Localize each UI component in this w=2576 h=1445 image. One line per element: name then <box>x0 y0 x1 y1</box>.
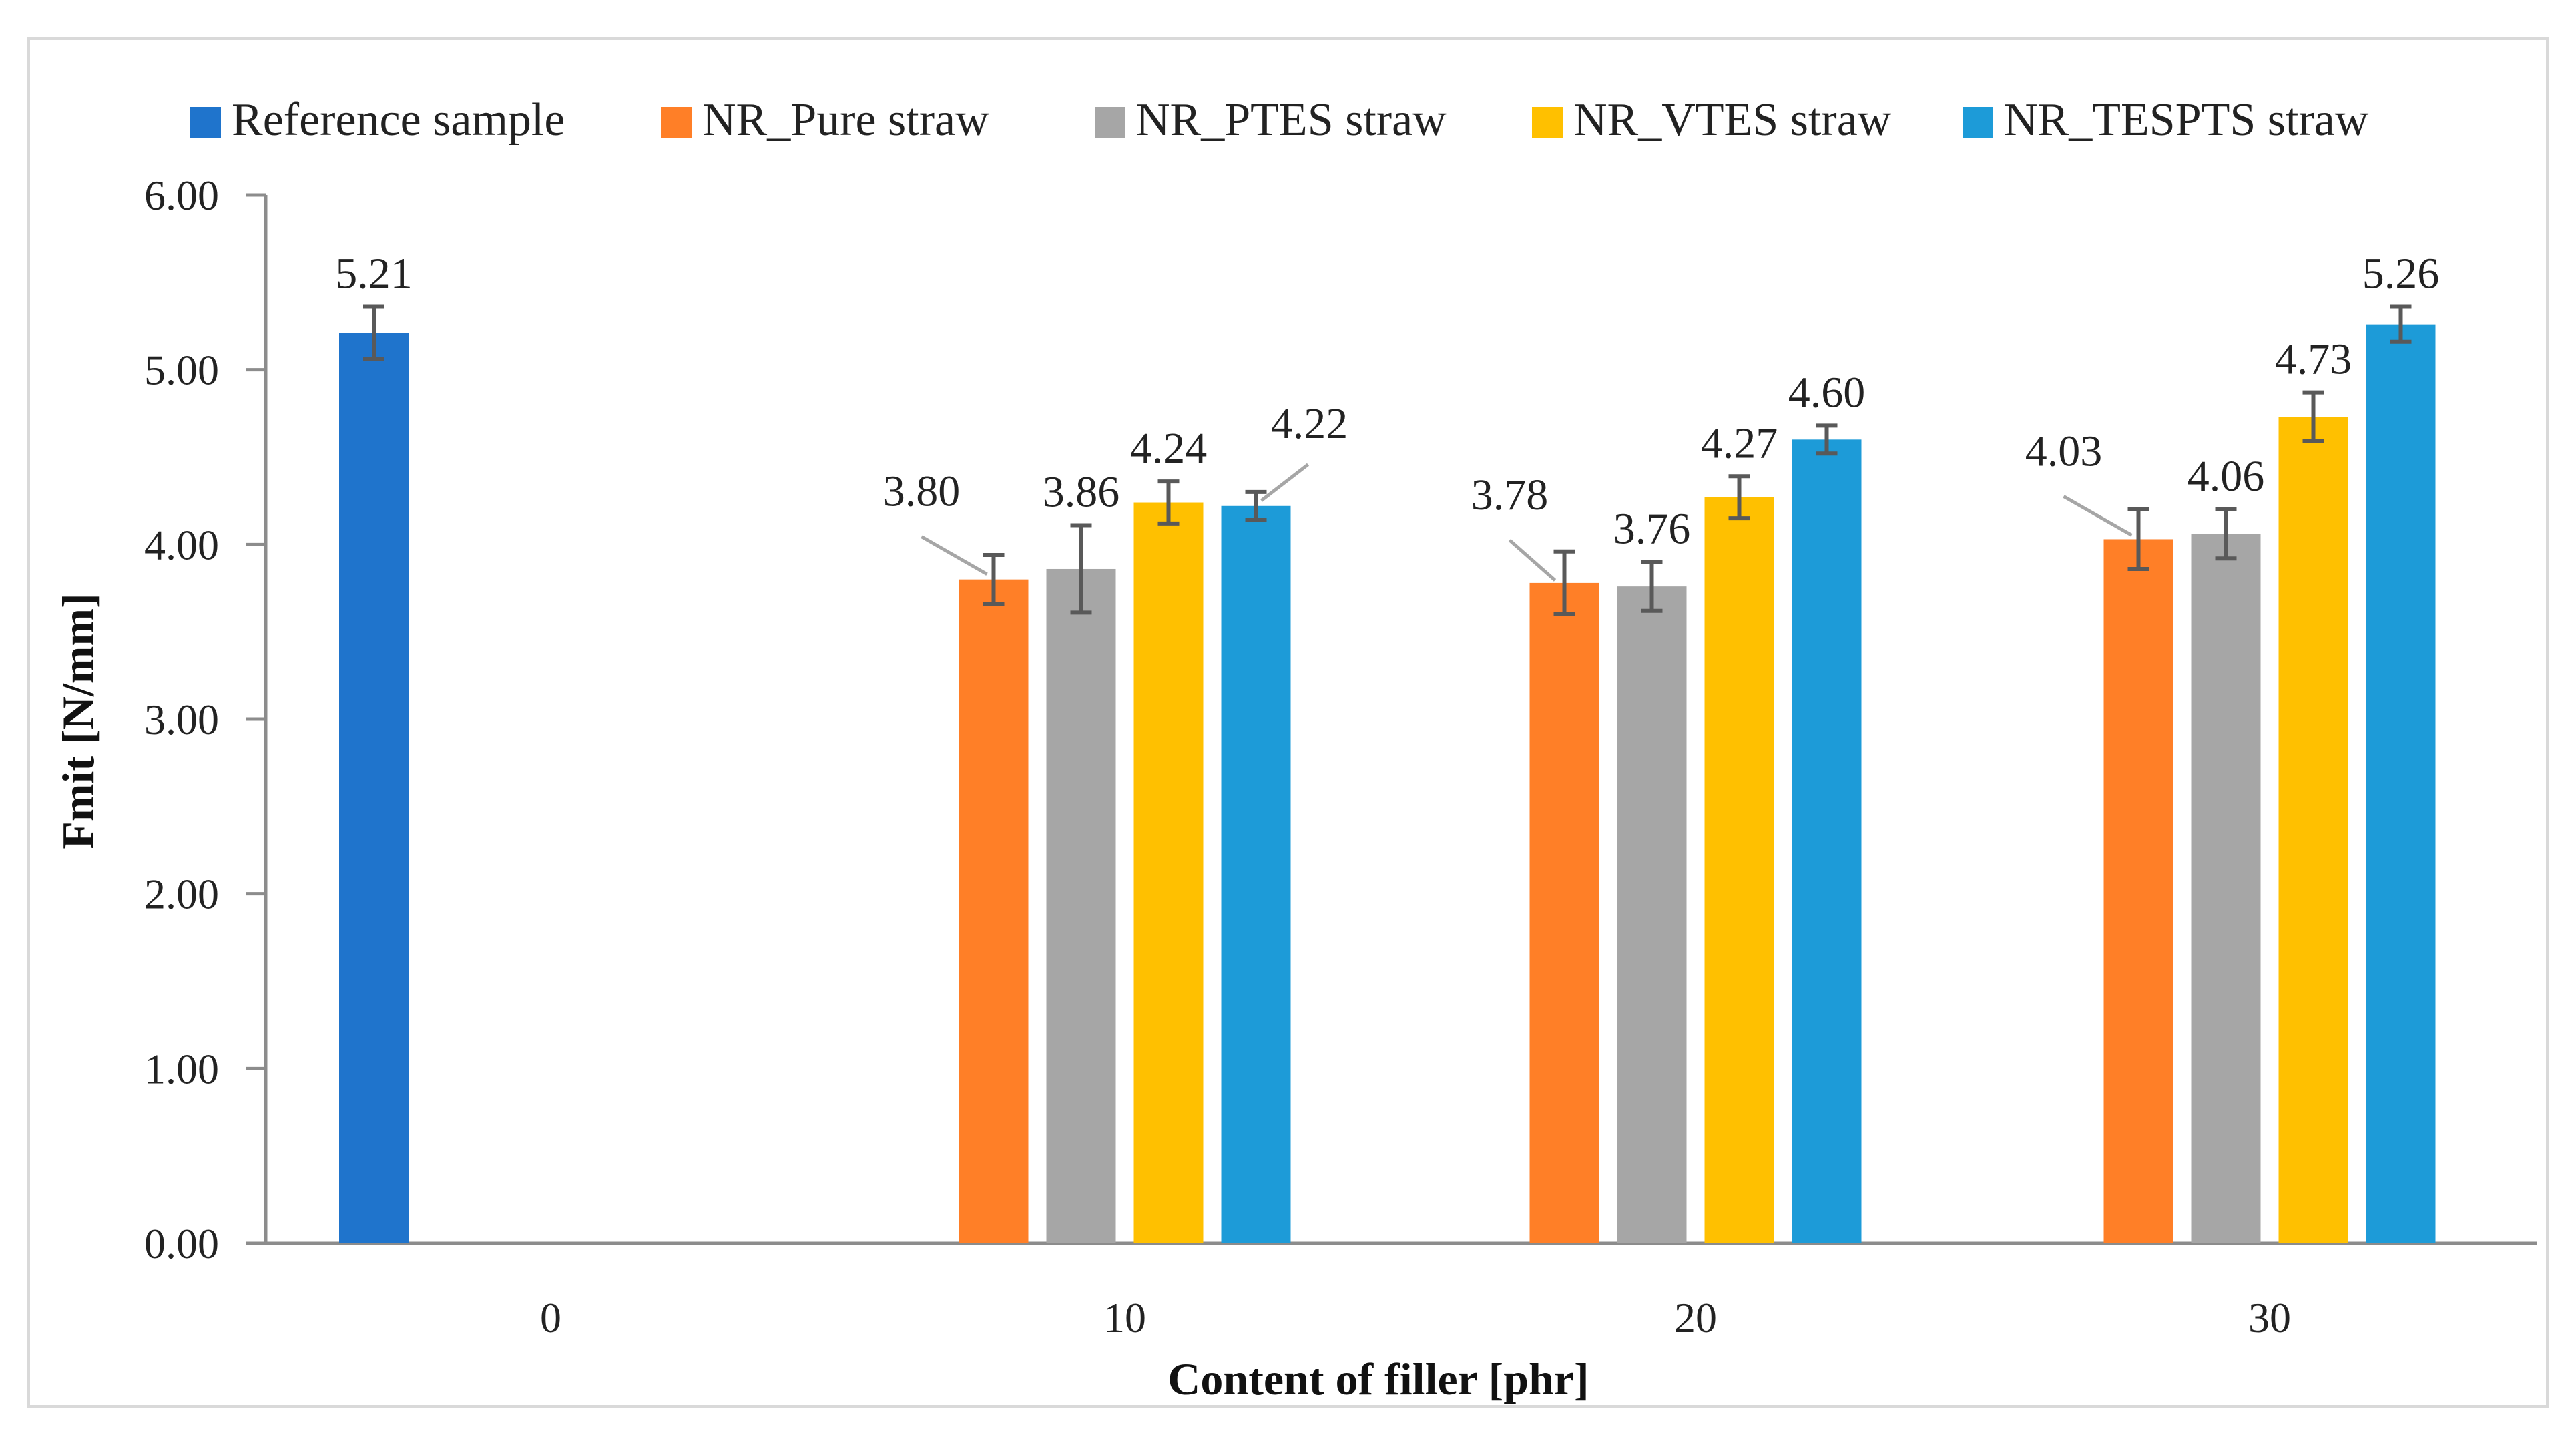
data-label: 4.06 <box>2187 452 2265 501</box>
y-axis-title: Fmit [N/mm] <box>53 593 103 849</box>
legend-swatch <box>190 107 221 138</box>
data-label: 3.76 <box>1613 505 1691 554</box>
legend: Reference sample NR_Pure straw NR_PTES str… <box>190 94 2369 146</box>
data-label: 4.60 <box>1788 368 1866 417</box>
bar <box>2191 534 2261 1244</box>
x-tick-label: 0 <box>540 1294 561 1341</box>
y-axis: 0.00 1.00 2.00 3.00 4.00 5.00 6.00 <box>144 172 268 1267</box>
data-label: 4.73 <box>2275 335 2352 384</box>
error-bars <box>363 304 2412 616</box>
bar <box>2103 539 2173 1243</box>
y-tick-label: 0.00 <box>144 1220 219 1267</box>
legend-label: NR_PTES straw <box>1136 94 1447 146</box>
data-label: 5.26 <box>2362 249 2440 298</box>
leader-line <box>921 535 988 576</box>
legend-swatch <box>1532 107 1563 138</box>
leader-lines <box>921 463 2133 582</box>
legend-label: NR_Pure straw <box>702 94 989 146</box>
data-label: 4.24 <box>1130 424 1208 473</box>
legend-label: Reference sample <box>232 94 565 146</box>
bars <box>339 324 2436 1244</box>
legend-label: NR_TESPTS straw <box>2004 94 2369 146</box>
x-axis-title: Content of filler [phr] <box>1168 1354 1589 1404</box>
data-label: 3.80 <box>883 467 961 516</box>
legend-swatch <box>1963 107 1993 138</box>
y-tick-label: 3.00 <box>144 696 219 743</box>
bar <box>2278 417 2348 1243</box>
bar <box>339 333 409 1243</box>
data-label: 4.22 <box>1271 399 1348 448</box>
data-labels: 5.21 3.80 3.78 4.03 3.86 3.76 4.06 4.24 4.27 4.73… <box>335 249 2439 553</box>
data-label: 5.21 <box>335 249 413 298</box>
y-tick-label: 6.00 <box>144 172 219 219</box>
bar <box>1133 502 1204 1243</box>
x-axis: 0 10 20 30 <box>266 1241 2537 1341</box>
bar <box>1221 505 1291 1244</box>
x-tick-label: 30 <box>2248 1294 2291 1341</box>
data-label: 4.27 <box>1701 419 1778 467</box>
bar <box>1792 439 1862 1244</box>
bar <box>2366 324 2436 1244</box>
legend-swatch <box>1095 107 1125 138</box>
bar <box>1617 586 1687 1243</box>
bar <box>1704 497 1774 1243</box>
y-tick-label: 2.00 <box>144 871 219 918</box>
x-tick-label: 10 <box>1103 1294 1146 1341</box>
bar <box>1046 568 1116 1243</box>
leader-line <box>1260 463 1310 502</box>
bar <box>1529 582 1599 1243</box>
data-label: 3.86 <box>1043 468 1120 517</box>
legend-label: NR_VTES straw <box>1573 94 1892 146</box>
leader-line <box>1508 539 1557 582</box>
x-tick-label: 20 <box>1674 1294 1717 1341</box>
leader-line <box>2063 495 2133 537</box>
y-tick-label: 4.00 <box>144 521 219 568</box>
data-label: 3.78 <box>1471 471 1549 520</box>
bar <box>959 579 1029 1243</box>
legend-swatch <box>661 107 692 138</box>
y-tick-label: 1.00 <box>144 1045 219 1092</box>
data-label: 4.03 <box>2025 427 2103 475</box>
y-tick-label: 5.00 <box>144 347 219 394</box>
